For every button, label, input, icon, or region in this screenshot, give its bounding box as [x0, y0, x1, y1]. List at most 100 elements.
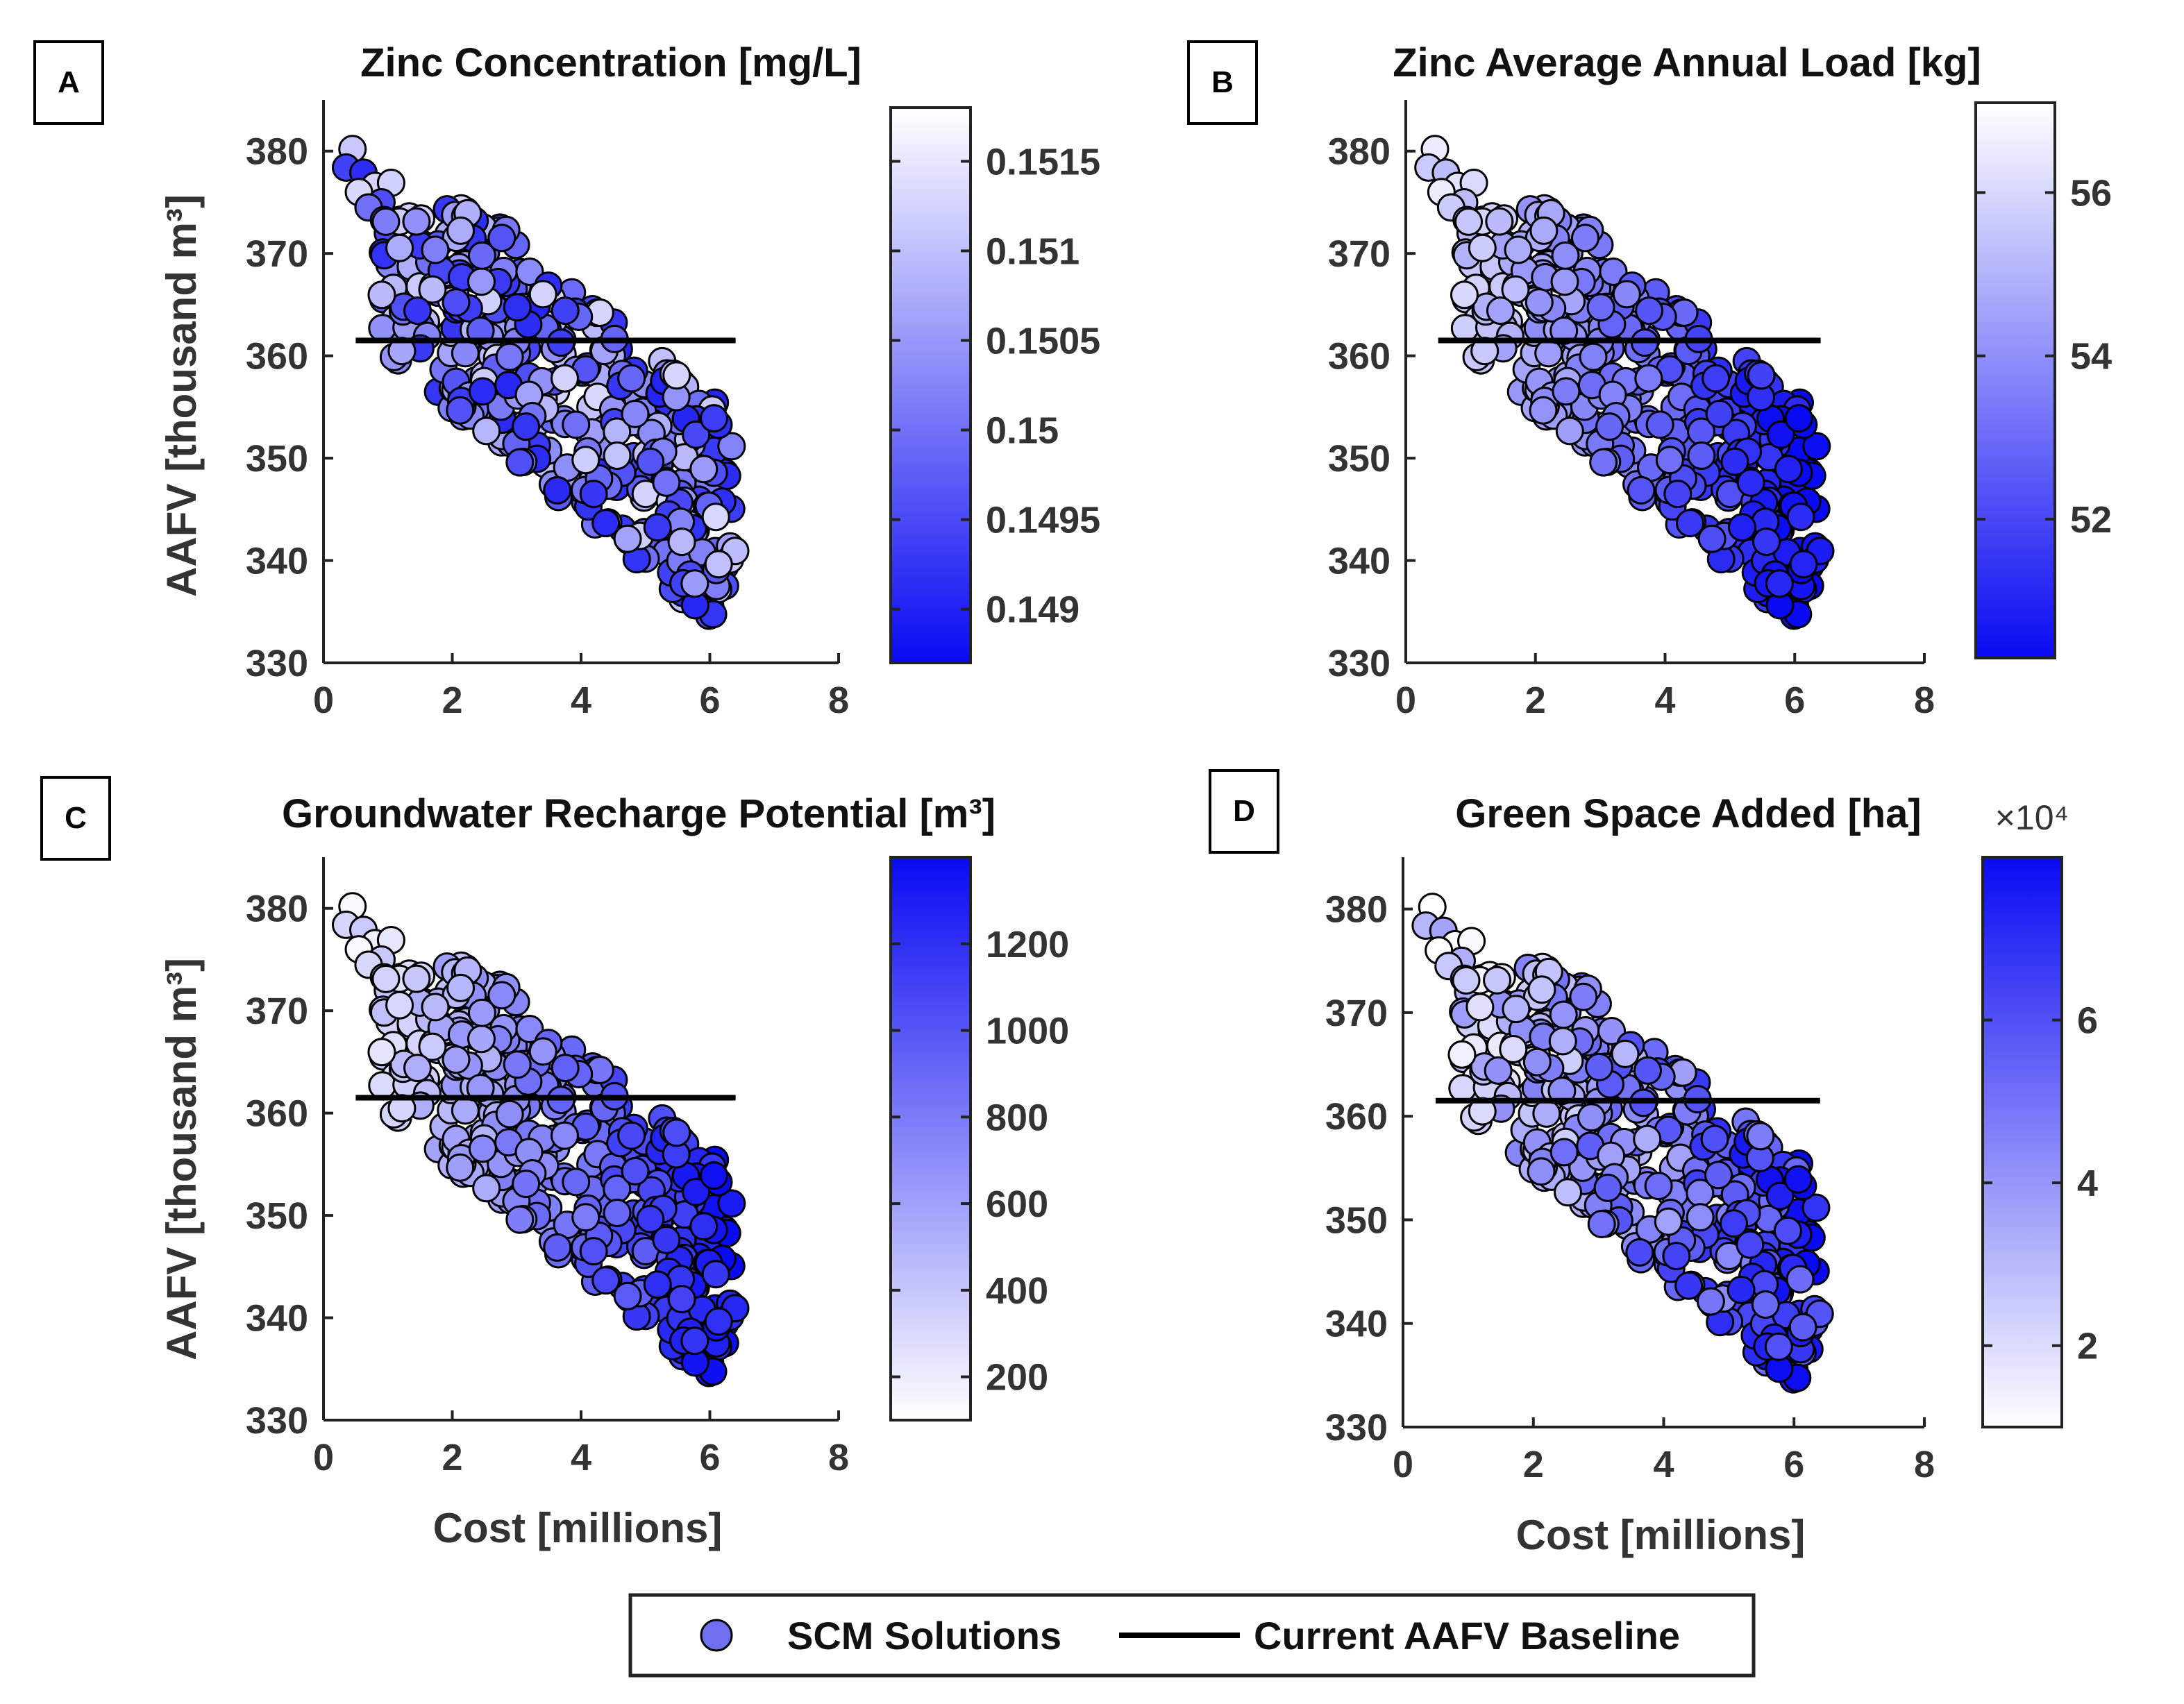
scatter-point [1674, 1271, 1704, 1300]
scatter-point [1675, 509, 1704, 538]
colorbar-gradient [891, 857, 971, 1420]
y-tick-label: 350 [1328, 438, 1391, 480]
scatter-point [704, 1307, 733, 1336]
scatter-point [446, 1153, 475, 1182]
scatter-point [1597, 1017, 1627, 1046]
x-tick-label: 8 [828, 1437, 849, 1478]
panel-c-x-axis-label: Cost [millions] [433, 1505, 723, 1551]
scatter-point [1502, 995, 1531, 1024]
y-tick-label: 370 [1325, 993, 1388, 1034]
panel-d-x-axis-label: Cost [millions] [1516, 1512, 1806, 1558]
scatter-point [402, 207, 431, 236]
scatter-point [1704, 1161, 1733, 1190]
colorbar-frame [889, 856, 972, 1422]
scatter-point [421, 235, 450, 264]
scatter-point [418, 1032, 447, 1061]
scatter-point [652, 468, 681, 497]
scatter-point [1789, 550, 1818, 579]
scatter-point [1548, 1027, 1577, 1056]
scatter-point [1752, 528, 1781, 557]
x-tick-label: 8 [1914, 680, 1935, 721]
scatter-point [1774, 455, 1803, 484]
y-tick-label: 360 [246, 336, 308, 378]
legend-marker-icon [700, 1619, 733, 1652]
scatter-point [1549, 317, 1579, 346]
scatter-point [613, 1281, 642, 1310]
scatter-point [418, 275, 447, 304]
panel-c-label-box [40, 776, 111, 861]
scatter-point [1585, 1052, 1614, 1081]
scatter-point [467, 241, 496, 270]
scatter-point [505, 448, 535, 477]
panel-c-label: C [65, 801, 87, 835]
scatter-point [643, 513, 672, 542]
scatter-point [1529, 216, 1559, 245]
scatter-point [1727, 513, 1756, 542]
colorbar-tick-label: 4 [2077, 1163, 2098, 1204]
scatter-point [1501, 275, 1530, 304]
scatter-point [1532, 1099, 1561, 1128]
scatter-point [1765, 569, 1794, 598]
scatter-point [543, 475, 572, 505]
scatter-point [543, 1233, 572, 1262]
scatter-point [446, 216, 476, 245]
scatter-point [1577, 1103, 1606, 1132]
scatter-point [1534, 339, 1563, 368]
scatter-point [1751, 1290, 1780, 1319]
scatter-point [371, 964, 401, 993]
colorbar-frame [1981, 856, 2063, 1428]
scatter-point [550, 1121, 579, 1150]
scatter-point [571, 446, 600, 475]
panel-c-title: Groundwater Recharge Potential [m³] [282, 791, 996, 836]
scatter-point [468, 377, 497, 406]
scatter-point [579, 480, 608, 509]
scatter-point [1736, 468, 1765, 497]
scatter-point [1655, 446, 1684, 475]
panel-b-label-box [1187, 40, 1258, 125]
panel-a-title: Zinc Concentration [mg/L] [360, 40, 862, 85]
legend: SCM Solutions Current AAFV Baseline [628, 1593, 1756, 1678]
colorbar-tick-label: 200 [986, 1357, 1048, 1399]
scatter-point [579, 1237, 608, 1266]
scatter-point [1788, 1313, 1817, 1342]
scatter-point [1468, 233, 1497, 262]
panel-a-y-axis-label: AAFV [thousand m³] [158, 194, 205, 597]
scatter-point [1786, 503, 1815, 532]
scatter-point [1719, 1209, 1748, 1238]
scatter-point [1786, 1265, 1815, 1294]
scatter-point [701, 1260, 730, 1289]
scatter-point [1527, 975, 1556, 1004]
colorbar-frame [1974, 101, 2056, 659]
scatter-point [1746, 1122, 1775, 1151]
panel-b: B Zinc Average Annual Load [kg] 0 2 4 6 8 330… [1187, 40, 2112, 721]
scatter-point [1802, 432, 1831, 461]
scatter-point [1736, 1230, 1765, 1259]
scatter-point [402, 964, 431, 993]
scatter-point [680, 569, 709, 598]
scatter-point [1586, 293, 1615, 322]
scatter-point [451, 339, 480, 368]
scatter-point [487, 223, 516, 253]
panel-a: A Zinc Concentration [mg/L] AAFV [thousa… [33, 40, 1100, 721]
scatter-point [717, 432, 746, 461]
scatter-point [1522, 1047, 1552, 1077]
scatter-point [1499, 1034, 1528, 1063]
colorbar-tick-label: 600 [986, 1183, 1048, 1225]
y-tick-label: 380 [1325, 889, 1388, 931]
panel-a-label-box [33, 40, 104, 125]
x-tick-label: 4 [571, 680, 591, 721]
x-tick-label: 6 [699, 680, 720, 721]
scatter-point [591, 509, 621, 538]
scatter-point [403, 296, 432, 326]
panel-d: D Green Space Added [ha] Cost [millions]… [1209, 769, 2098, 1558]
y-tick-label: 340 [1328, 541, 1391, 582]
x-tick-label: 6 [699, 1437, 720, 1478]
scatter-point [446, 973, 476, 1002]
scatter-point [1635, 296, 1664, 326]
y-tick-label: 380 [246, 131, 308, 173]
x-tick-label: 0 [313, 680, 334, 721]
scatter-point [1662, 1242, 1691, 1271]
scatter-point [367, 1038, 396, 1067]
y-tick-label: 330 [246, 1400, 308, 1442]
